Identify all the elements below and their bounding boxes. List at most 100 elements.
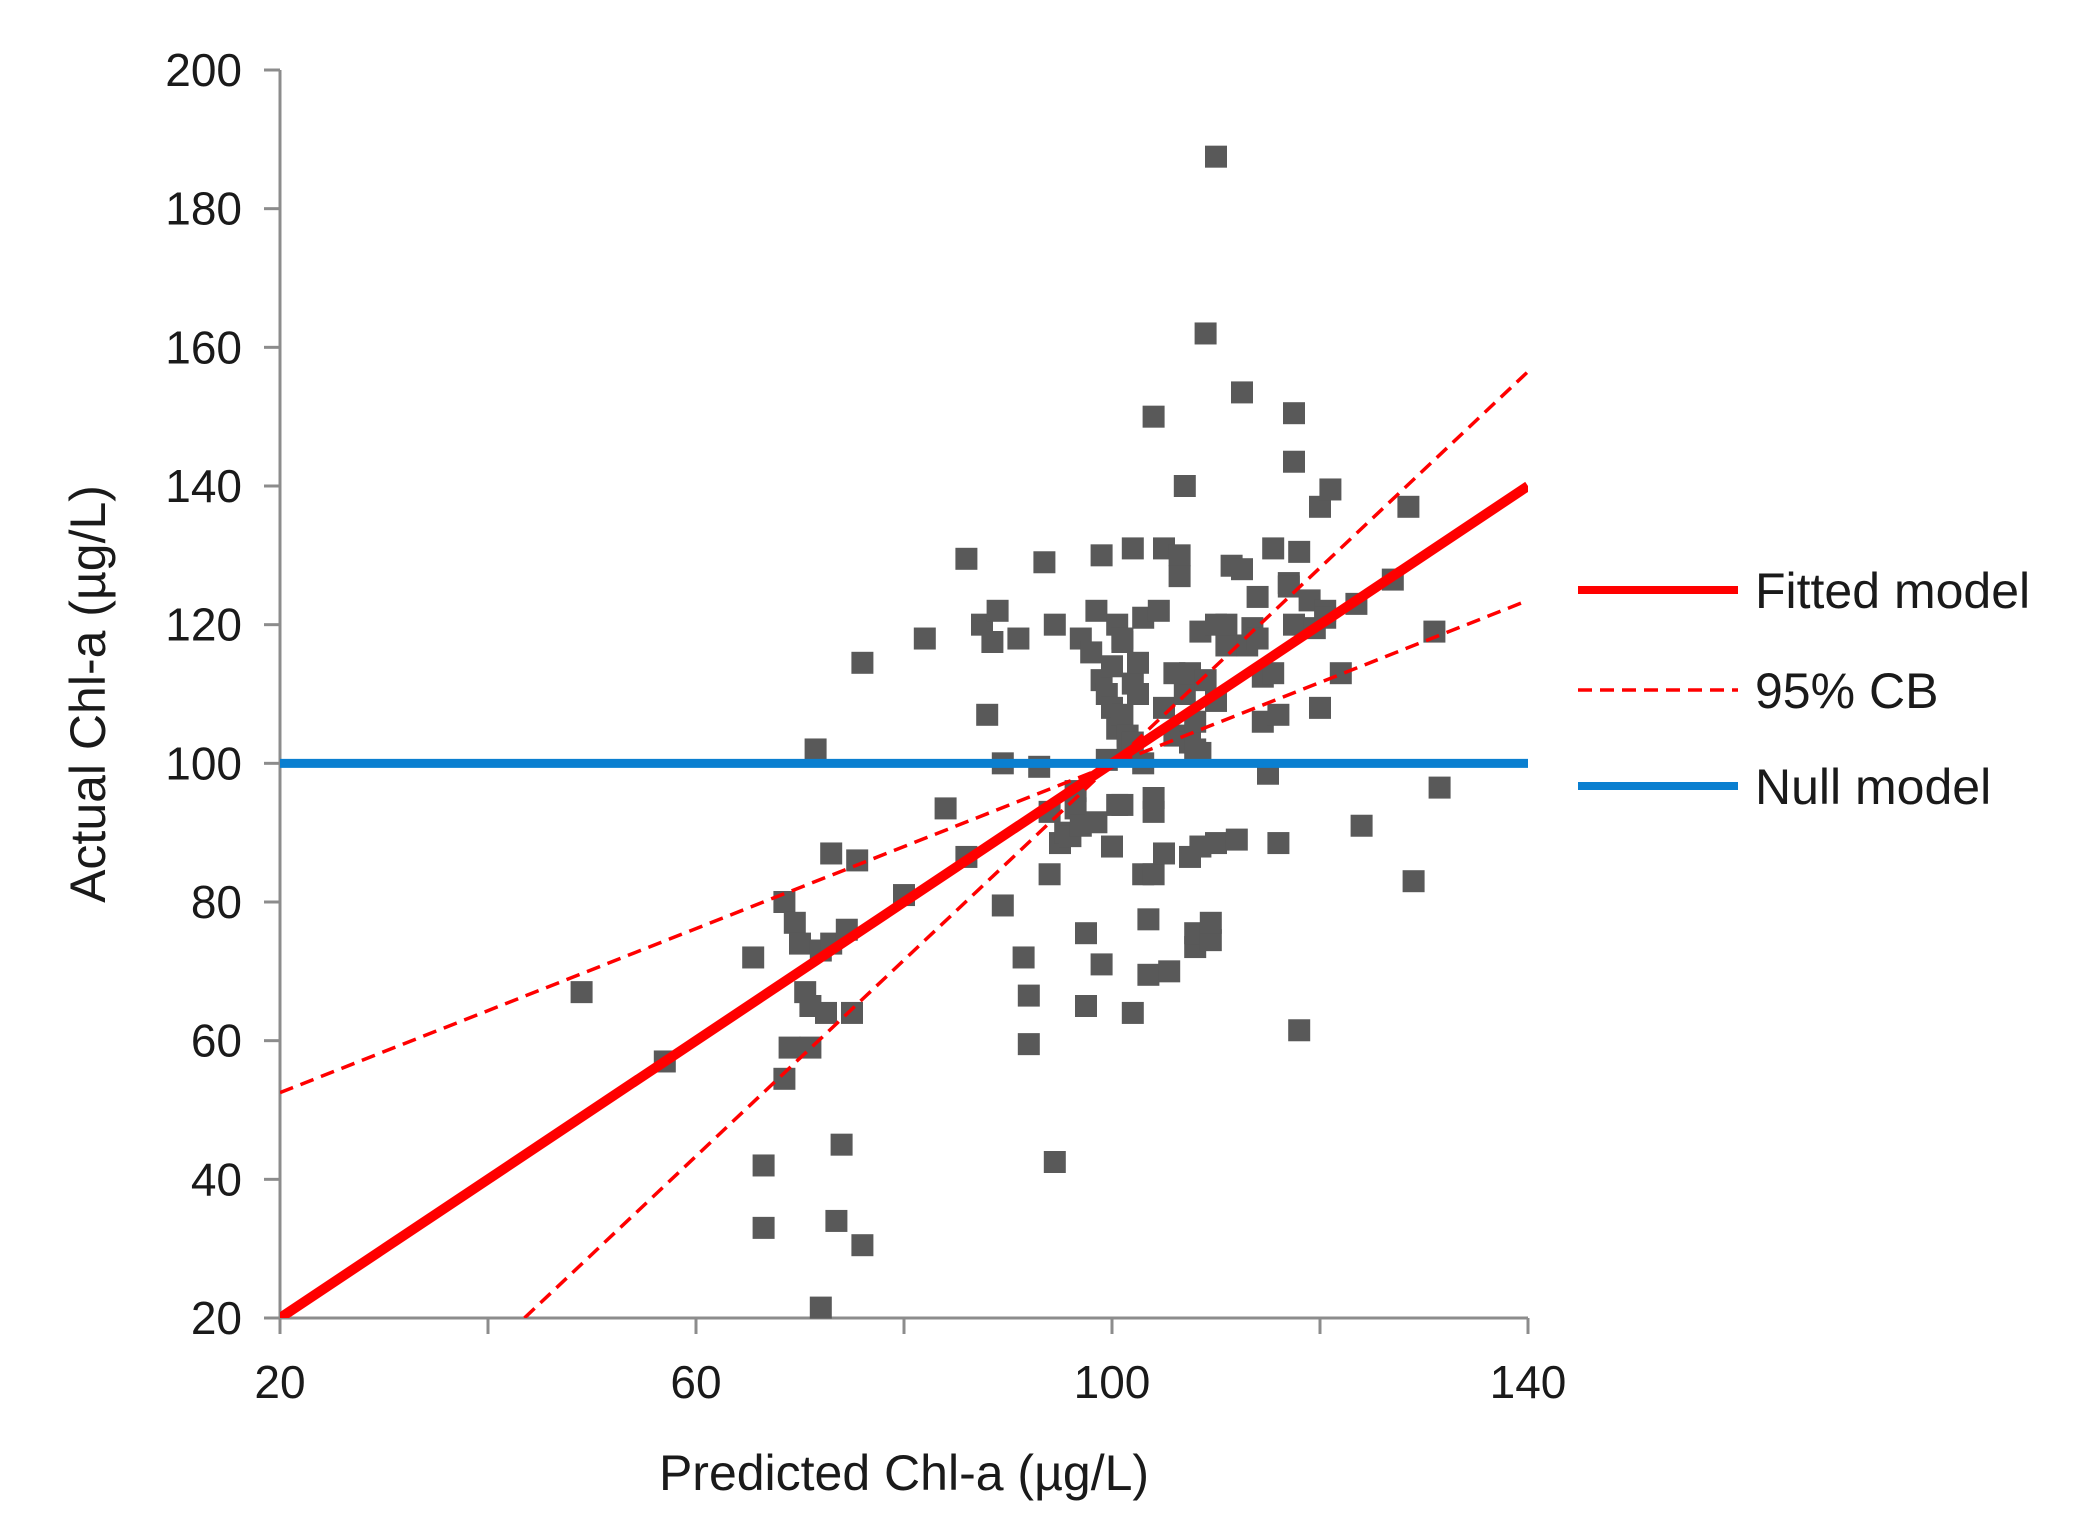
scatter-point — [1075, 922, 1097, 945]
legend: Fitted model 95% CB Null model — [1578, 563, 2030, 815]
scatter-point — [1267, 703, 1290, 726]
scatter-point — [1205, 145, 1227, 168]
scatter-point — [1246, 627, 1269, 650]
confidence-band-line — [523, 370, 1528, 1318]
confidence-band-line — [280, 598, 1528, 1095]
x-tick-label: 60 — [670, 1356, 721, 1408]
scatter-point — [830, 1133, 853, 1156]
scatter-point — [752, 1154, 775, 1177]
legend-label-null-model: Null model — [1755, 759, 1991, 815]
scatter-point — [1158, 960, 1181, 983]
scatter-point — [1329, 662, 1352, 685]
y-tick-label: 160 — [165, 321, 242, 373]
scatter-point — [1262, 537, 1285, 560]
scatter-point — [1283, 450, 1305, 473]
scatter-point — [1137, 963, 1160, 986]
scatter-point — [1043, 613, 1066, 636]
scatter-point — [742, 946, 765, 969]
scatter-point — [1199, 929, 1222, 952]
scatter-point — [1231, 381, 1253, 404]
scatter-point — [1007, 627, 1030, 650]
scatter-point — [851, 1234, 874, 1257]
scatter-point — [773, 1067, 796, 1090]
scatter-point — [809, 1296, 832, 1319]
scatter-point — [1262, 662, 1285, 685]
scatter-point — [1017, 1033, 1040, 1056]
scatter-point — [1231, 558, 1253, 581]
axes — [264, 68, 1530, 1334]
scatter-point — [1090, 544, 1113, 567]
scatter-point — [846, 849, 869, 872]
x-tick-label: 100 — [1074, 1356, 1151, 1408]
scatter-point — [1127, 683, 1149, 705]
scatter-point — [1428, 776, 1451, 799]
legend-label-fitted-model: Fitted model — [1755, 563, 2030, 619]
y-tick-label: 20 — [191, 1292, 242, 1344]
scatter-point — [991, 894, 1014, 917]
scatter-point — [1012, 946, 1035, 969]
scatter-point — [1205, 832, 1227, 855]
y-axis-title: Actual Chl-a (µg/L) — [60, 485, 116, 903]
scatter-point — [1111, 631, 1134, 653]
scatter-point — [1168, 565, 1191, 588]
scatter-point — [1319, 478, 1342, 501]
scatter-point — [1142, 787, 1165, 809]
scatter-point — [783, 911, 806, 934]
scatter-point — [1121, 1001, 1144, 1024]
tick-labels: 20 40 60 80 100 120 140 160 180 200 20 60 100 140 — [165, 44, 1566, 1408]
y-tick-label: 60 — [191, 1015, 242, 1067]
y-tick-label: 140 — [165, 460, 242, 512]
scatter-point — [1017, 984, 1040, 1007]
x-tick-label: 20 — [254, 1356, 305, 1408]
scatter-point — [1288, 540, 1311, 563]
scatter-point — [1194, 669, 1217, 692]
scatter-point — [820, 842, 843, 865]
scatter-point — [1101, 655, 1123, 678]
scatter-point — [1153, 696, 1175, 719]
scatter-point — [1350, 814, 1373, 837]
scatter-point — [841, 1001, 863, 1024]
scatter-point — [1215, 634, 1238, 657]
y-tick-label: 100 — [165, 737, 242, 789]
scatter-point — [1288, 1019, 1311, 1042]
scatter-point — [976, 703, 999, 726]
model-lines — [280, 370, 1528, 1318]
scatter-point — [1309, 696, 1331, 719]
scatter-point — [1137, 908, 1160, 931]
scatter-point — [778, 1036, 801, 1059]
scatter-point — [913, 627, 936, 650]
scatter-point — [789, 932, 811, 955]
scatter-point — [1111, 703, 1134, 726]
scatter-point — [1153, 842, 1175, 865]
scatter-point — [1189, 741, 1212, 764]
x-axis-title: Predicted Chl-a (µg/L) — [659, 1445, 1149, 1501]
scatter-point — [955, 547, 978, 570]
scatter-point — [981, 631, 1004, 653]
scatter-point — [1246, 585, 1269, 608]
scatter-point — [1080, 641, 1103, 664]
legend-label-95-cb: 95% CB — [1755, 663, 1938, 719]
scatter-point — [1267, 832, 1290, 855]
scatter-point — [1225, 828, 1248, 851]
scatter-point — [804, 738, 827, 761]
scatter-point — [1402, 870, 1425, 893]
scatter-point — [570, 981, 593, 1004]
fitted-model-line — [280, 481, 1528, 1318]
scatter-point — [1075, 995, 1097, 1017]
x-tick-label: 140 — [1490, 1356, 1567, 1408]
scatter-point — [1194, 322, 1217, 345]
scatter-point — [752, 1216, 775, 1239]
scatter-point — [1033, 551, 1056, 574]
scatter-point — [1283, 402, 1305, 425]
scatter-point — [815, 1001, 837, 1024]
scatter-point — [986, 599, 1009, 622]
scatter-point — [1121, 537, 1144, 560]
scatter-point — [1283, 613, 1305, 636]
scatter-point — [1111, 793, 1134, 816]
y-tick-label: 80 — [191, 876, 242, 928]
scatter-point — [1090, 953, 1113, 976]
scatter-point — [1085, 599, 1108, 622]
scatter-point — [851, 651, 874, 674]
